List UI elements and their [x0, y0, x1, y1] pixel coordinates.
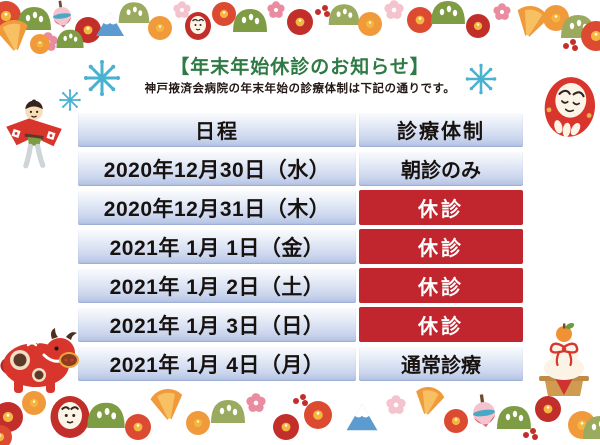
status-cell: 朝診のみ — [359, 151, 523, 186]
table-row: 2021年 1月 1日（金） 休診 — [78, 229, 523, 264]
yakko-kite-icon — [6, 99, 62, 169]
page-title: 【年末年始休診のお知らせ】 — [170, 57, 430, 78]
table-row: 2021年 1月 2日（土） 休診 — [78, 268, 523, 303]
floral-garland-bottom — [0, 387, 600, 445]
page-subtitle: 神戸掖済会病院の年末年始の診療体制は下記の通りです。 — [144, 83, 456, 95]
holiday-schedule-table: 日程 診療体制 2020年12月30日（水） 朝診のみ 2020年12月31日（… — [78, 112, 523, 385]
date-cell: 2021年 1月 4日（月） — [78, 346, 356, 381]
date-cell: 2020年12月31日（木） — [78, 190, 356, 225]
table-header-row: 日程 診療体制 — [78, 112, 523, 147]
header-date: 日程 — [78, 112, 356, 147]
status-cell: 休診 — [359, 190, 523, 225]
table-row: 2020年12月31日（木） 休診 — [78, 190, 523, 225]
red-ox-icon — [0, 328, 79, 393]
status-cell: 休診 — [359, 307, 523, 342]
date-cell: 2021年 1月 2日（土） — [78, 268, 356, 303]
status-cell: 休診 — [359, 268, 523, 303]
table-row: 2021年 1月 3日（日） 休診 — [78, 307, 523, 342]
header-status: 診療体制 — [359, 112, 523, 147]
floral-garland-top — [0, 0, 600, 55]
date-cell: 2021年 1月 1日（金） — [78, 229, 356, 264]
status-cell: 休診 — [359, 229, 523, 264]
date-cell: 2020年12月30日（水） — [78, 151, 356, 186]
table-row: 2020年12月30日（水） 朝診のみ — [78, 151, 523, 186]
table-row: 2021年 1月 4日（月） 通常診療 — [78, 346, 523, 381]
status-cell: 通常診療 — [359, 346, 523, 381]
kagami-mochi-icon — [539, 322, 589, 396]
date-cell: 2021年 1月 3日（日） — [78, 307, 356, 342]
